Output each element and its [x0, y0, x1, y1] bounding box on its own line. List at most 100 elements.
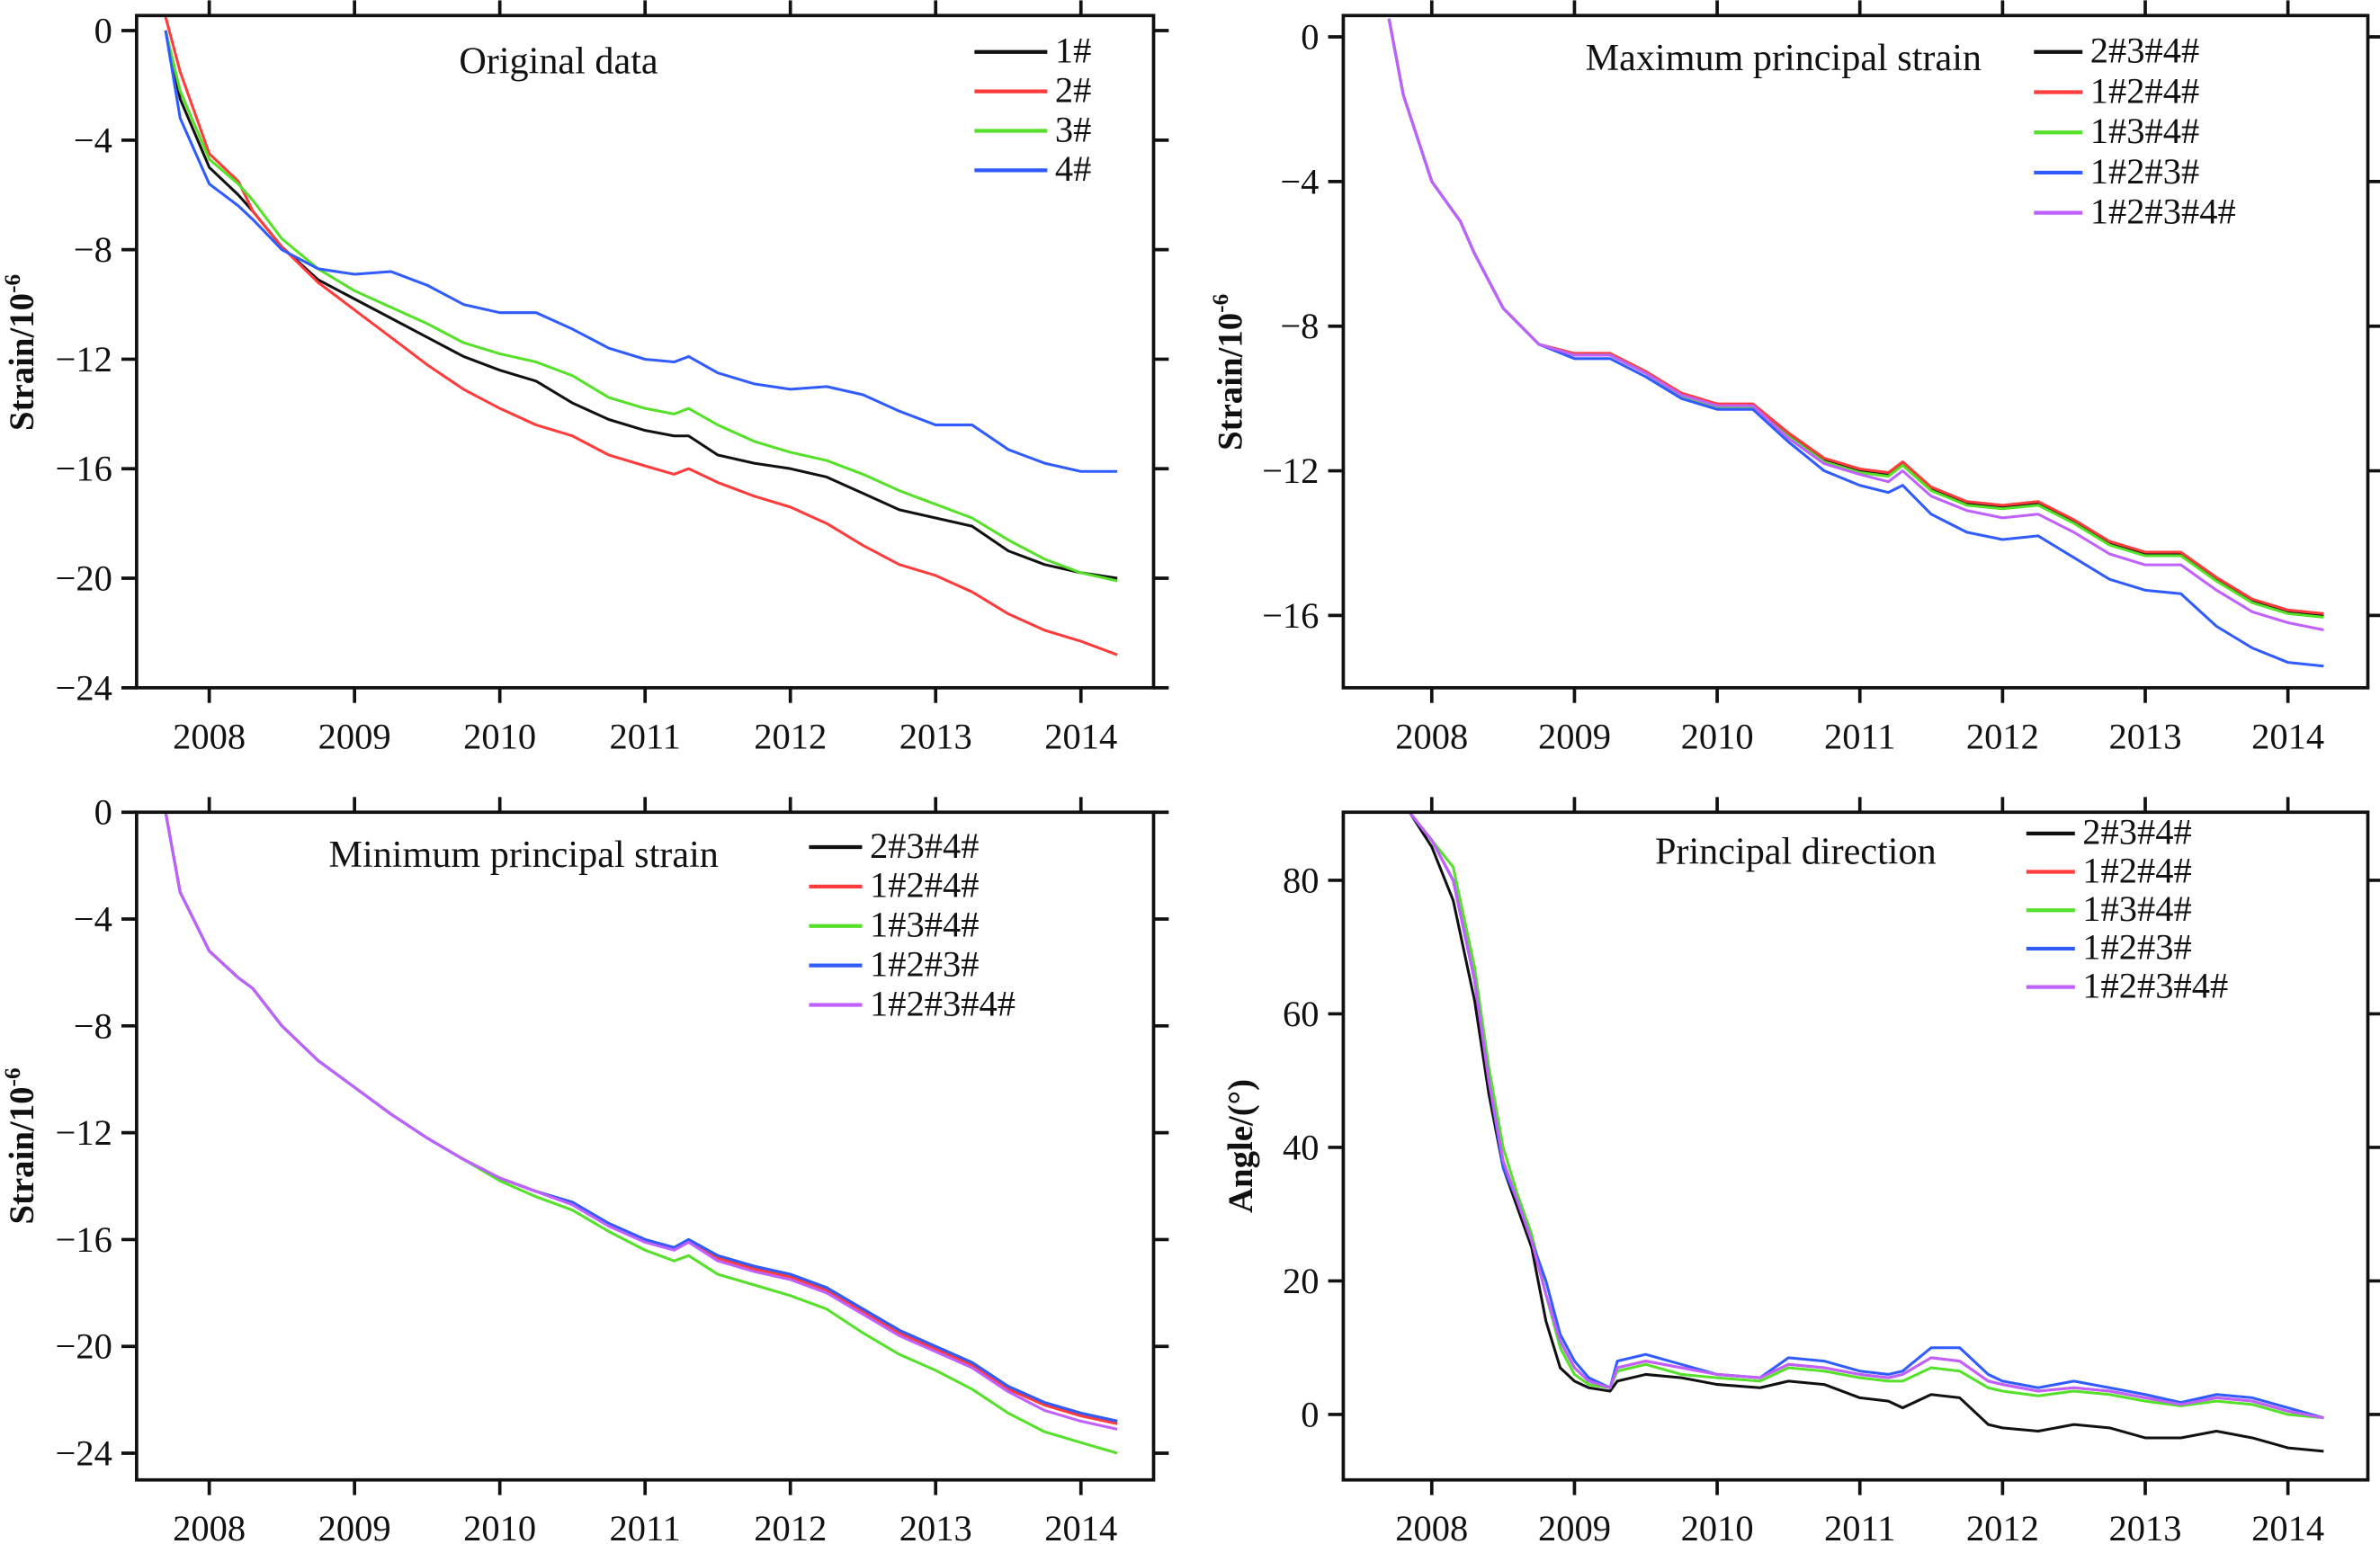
y-axis-label-text: Strain/10 [3, 1086, 41, 1224]
chart-panel-3: 2008 2009 2010 2011 2012 2013 2014 0 −4 −8 −12 −16 −… [0, 792, 1169, 1544]
x-tick-label: 2010 [463, 716, 536, 756]
x-tick-label: 2008 [1395, 716, 1468, 756]
x-tick-label: 2014 [1044, 1508, 1117, 1544]
series-line-3# [164, 30, 1118, 583]
y-axis-label: Strain/10-6 [1208, 294, 1249, 451]
series-line-1#2#3#4# [1387, 18, 2324, 632]
y-tick-label: 0 [94, 11, 112, 51]
legend-label: 1#2#3# [2082, 927, 2192, 968]
legend-label: 2#3#4# [2090, 31, 2200, 71]
series-line-2#3#4# [1409, 812, 2324, 1453]
y-tick-label: −16 [56, 449, 112, 489]
chart-title: Maximum principal strain [1586, 37, 1982, 79]
y-axis-label: Angle/(°) [1221, 1079, 1260, 1213]
chart-panel-1: 2008 2009 2010 2011 2012 2013 2014 0 −4 −8 −12 −16 −… [0, 0, 1169, 756]
x-tick-label: 2013 [2109, 1508, 2182, 1544]
y-tick-label: −8 [1280, 306, 1319, 346]
x-tick-label: 2012 [754, 716, 827, 756]
y-tick-label: −12 [56, 1112, 112, 1153]
x-tick-label: 2010 [1681, 1508, 1754, 1544]
x-tick-label: 2013 [899, 716, 972, 756]
y-tick-label: −16 [1262, 595, 1319, 636]
x-tick-label: 2014 [1044, 716, 1117, 756]
legend-label: 1#2#3#4# [2090, 191, 2236, 231]
legend-label: 1#2#3#4# [2082, 965, 2228, 1005]
y-axis-label-exponent: -6 [1208, 294, 1233, 313]
y-tick-label: −4 [74, 899, 112, 940]
chart-title: Original data [459, 40, 658, 82]
x-tick-label: 2014 [2251, 716, 2324, 756]
y-axis-label-exponent: -6 [0, 274, 25, 293]
legend: 2#3#4#1#2#4#1#3#4#1#2#3#1#2#3#4# [809, 826, 1016, 1023]
axes-frame [1341, 810, 2370, 1482]
x-tick-label: 2011 [609, 1508, 681, 1544]
x-tick-label: 2012 [1966, 1508, 2039, 1544]
legend-label: 1#2#4# [2090, 70, 2200, 111]
x-tick-label: 2009 [318, 716, 391, 756]
legend-label: 2#3#4# [2082, 812, 2192, 852]
legend-label: 1#2#3# [2090, 151, 2200, 192]
y-tick-label: −4 [74, 120, 112, 160]
legend: 2#3#4#1#2#4#1#3#4#1#2#3#1#2#3#4# [2034, 31, 2236, 231]
legend-label: 1#3#4# [870, 905, 980, 945]
x-tick-label: 2012 [1966, 716, 2039, 756]
x-tick-label: 2011 [1824, 1508, 1896, 1544]
x-tick-label: 2008 [1395, 1508, 1468, 1544]
y-tick-label: 80 [1283, 860, 1320, 900]
y-axis-label-text: Strain/10 [1211, 313, 1249, 451]
y-tick-label: 0 [94, 792, 112, 833]
legend-label: 1# [1055, 31, 1092, 71]
legend-label: 1#2#4# [2082, 850, 2192, 890]
axes-frame [135, 13, 1156, 690]
y-tick-label: 20 [1283, 1261, 1320, 1301]
x-tick-label: 2010 [1681, 716, 1754, 756]
legend-label: 1#2#4# [870, 865, 980, 906]
legend-label: 1#2#3# [870, 943, 980, 984]
x-tick-label: 2009 [1538, 716, 1611, 756]
series-line-4# [164, 30, 1118, 473]
series-line-1#2#3#4# [164, 812, 1118, 1431]
x-tick-label: 2010 [463, 1508, 536, 1544]
y-tick-label: −20 [56, 1326, 112, 1367]
x-tick-label: 2009 [318, 1508, 391, 1544]
axes-frame [1341, 13, 2370, 690]
y-axis-label-text: Strain/10 [3, 293, 41, 431]
y-tick-label: −4 [1280, 161, 1319, 201]
y-tick-label: −12 [1262, 451, 1319, 491]
x-tick-label: 2014 [2251, 1508, 2324, 1544]
y-axis-label-text: Angle/(°) [1221, 1079, 1260, 1213]
x-tick-label: 2012 [754, 1508, 827, 1544]
y-tick-label: −8 [74, 229, 112, 270]
y-tick-label: −8 [74, 1005, 112, 1046]
chart-title: Principal direction [1655, 831, 1937, 873]
chart-panel-4: 2008 2009 2010 2011 2012 2013 2014 0 20 40 60 80 Pri… [1221, 797, 2380, 1544]
legend-label: 1#3#4# [2090, 111, 2200, 151]
legend-label: 1#3#4# [2082, 888, 2192, 929]
y-axis-label: Strain/10-6 [0, 1067, 41, 1224]
y-tick-label: −20 [56, 558, 112, 599]
x-tick-label: 2011 [1824, 716, 1896, 756]
x-tick-label: 2013 [899, 1508, 972, 1544]
legend-label: 2# [1055, 69, 1092, 110]
legend-label: 4# [1055, 148, 1092, 189]
legend-label: 2#3#4# [870, 826, 980, 866]
chart-panel-2: 2008 2009 2010 2011 2012 2013 2014 0 −4 −8 −12 −16 M… [1208, 0, 2380, 756]
y-tick-label: −24 [56, 667, 112, 708]
y-axis-label: Strain/10-6 [0, 274, 41, 431]
y-tick-label: 40 [1283, 1127, 1320, 1167]
x-tick-label: 2013 [2109, 716, 2182, 756]
series-line-2# [164, 16, 1118, 656]
legend-label: 3# [1055, 109, 1092, 149]
x-tick-label: 2008 [173, 716, 246, 756]
x-tick-label: 2008 [173, 1508, 246, 1544]
legend: 2#3#4#1#2#4#1#3#4#1#2#3#1#2#3#4# [2026, 812, 2228, 1005]
y-axis-label-exponent: -6 [0, 1067, 25, 1086]
series-line-1#2#3#4# [1409, 812, 2324, 1420]
y-tick-label: 0 [1301, 17, 1319, 58]
x-tick-label: 2011 [609, 716, 681, 756]
y-tick-label: −24 [56, 1433, 112, 1474]
x-tick-label: 2009 [1538, 1508, 1611, 1544]
series-line-1#3#4# [1409, 812, 2324, 1420]
axes-frame [135, 810, 1156, 1482]
